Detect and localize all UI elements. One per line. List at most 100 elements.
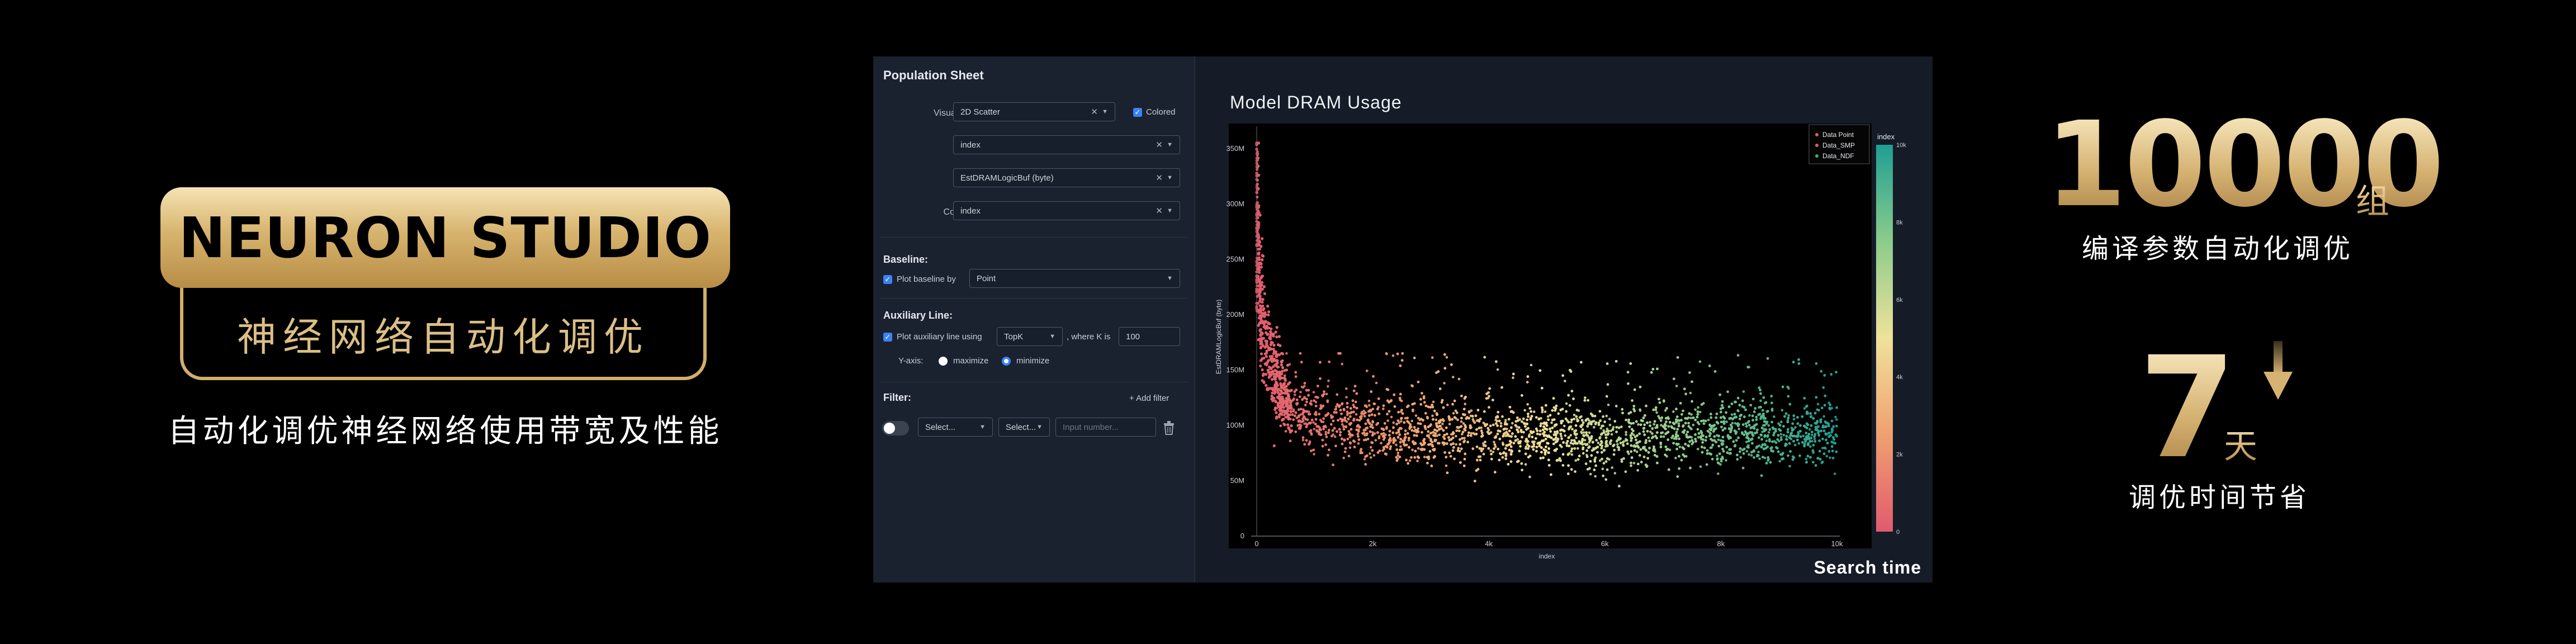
- data-point: [1396, 451, 1400, 454]
- data-point: [1657, 415, 1660, 418]
- data-point: [1276, 359, 1279, 362]
- data-point: [1677, 419, 1680, 422]
- chevron-down-icon[interactable]: ▼: [979, 424, 986, 430]
- minimize-radio[interactable]: [1002, 357, 1011, 366]
- clear-icon[interactable]: ✕: [1156, 173, 1163, 183]
- k-value-input[interactable]: 100: [1119, 327, 1180, 346]
- data-point: [1502, 452, 1505, 454]
- data-point: [1682, 409, 1684, 413]
- data-point: [1627, 382, 1630, 385]
- data-point: [1594, 475, 1597, 478]
- data-point: [1274, 350, 1277, 354]
- data-point: [1745, 441, 1748, 443]
- data-point: [1564, 417, 1568, 420]
- data-point: [1522, 430, 1525, 434]
- data-point: [1799, 435, 1802, 438]
- data-point: [1261, 298, 1265, 301]
- data-point: [1804, 440, 1807, 443]
- data-point: [1821, 447, 1824, 449]
- add-filter-button[interactable]: + Add filter: [1129, 394, 1169, 403]
- data-point: [1474, 480, 1476, 482]
- baseline-checkbox[interactable]: ✓: [883, 275, 892, 284]
- data-point: [1285, 403, 1287, 406]
- data-point: [1516, 438, 1519, 441]
- data-point: [1478, 447, 1481, 450]
- chevron-down-icon[interactable]: ▼: [1036, 424, 1043, 430]
- y-axis-select[interactable]: EstDRAMLogicBuf (byte) ✕ ▼: [953, 168, 1180, 187]
- data-point: [1417, 416, 1420, 420]
- data-point: [1784, 412, 1788, 415]
- data-point: [1672, 442, 1675, 445]
- data-point: [1401, 352, 1404, 355]
- data-point: [1445, 456, 1448, 458]
- data-point: [1646, 430, 1649, 433]
- chevron-down-icon[interactable]: ▼: [1167, 275, 1173, 282]
- data-point: [1597, 442, 1600, 444]
- data-point: [1340, 413, 1343, 415]
- data-point: [1717, 472, 1720, 475]
- data-point: [1277, 335, 1281, 338]
- data-point: [1831, 457, 1835, 460]
- data-point: [1797, 362, 1801, 365]
- data-point: [1647, 451, 1650, 454]
- filter-operator-placeholder: Select...: [1006, 422, 1036, 432]
- data-point: [1257, 251, 1261, 254]
- filter-toggle[interactable]: [882, 421, 909, 435]
- trash-icon[interactable]: [1162, 420, 1176, 435]
- data-point: [1736, 354, 1740, 357]
- data-point: [1780, 420, 1783, 423]
- data-point: [1272, 352, 1276, 355]
- x-axis-select[interactable]: index ✕ ▼: [953, 135, 1180, 154]
- data-point: [1605, 430, 1608, 433]
- data-point: [1420, 392, 1423, 395]
- clear-icon[interactable]: ✕: [1156, 206, 1163, 216]
- data-point: [1496, 424, 1499, 427]
- data-point: [1501, 415, 1504, 418]
- data-point: [1611, 466, 1614, 469]
- data-point: [1261, 344, 1265, 348]
- data-point: [1484, 423, 1486, 426]
- data-point: [1270, 347, 1273, 351]
- data-point: [1432, 400, 1435, 404]
- data-point: [1721, 406, 1725, 409]
- data-point: [1788, 465, 1791, 468]
- data-point: [1483, 410, 1486, 413]
- data-point: [1267, 370, 1271, 373]
- data-point: [1578, 440, 1581, 443]
- filter-field-select[interactable]: Select... ▼: [918, 418, 993, 437]
- chevron-down-icon[interactable]: ▼: [1167, 174, 1173, 181]
- filter-operator-select[interactable]: Select... ▼: [998, 418, 1050, 437]
- chevron-down-icon[interactable]: ▼: [1167, 141, 1173, 148]
- clear-icon[interactable]: ✕: [1091, 107, 1098, 117]
- clear-icon[interactable]: ✕: [1156, 140, 1163, 150]
- data-point: [1527, 415, 1530, 418]
- maximize-radio[interactable]: [939, 357, 948, 366]
- data-point: [1275, 415, 1278, 419]
- filter-number-input[interactable]: Input number...: [1055, 418, 1156, 437]
- auxiliary-checkbox[interactable]: ✓: [883, 333, 892, 342]
- data-point: [1558, 457, 1561, 460]
- data-point: [1689, 391, 1692, 395]
- data-point: [1325, 392, 1328, 396]
- color-axis-select[interactable]: index ✕ ▼: [953, 201, 1180, 220]
- chevron-down-icon[interactable]: ▼: [1102, 108, 1108, 115]
- data-point: [1443, 382, 1446, 385]
- population-sheet-panel: Population Sheet Visualization: 2D Scatt…: [873, 56, 1195, 583]
- colored-checkbox[interactable]: ✓: [1133, 108, 1142, 117]
- data-point: [1357, 442, 1360, 445]
- data-point: [1630, 439, 1633, 442]
- data-point: [1602, 462, 1606, 465]
- data-point: [1426, 434, 1429, 437]
- visualization-select[interactable]: 2D Scatter ✕ ▼: [953, 102, 1115, 121]
- data-point: [1322, 417, 1325, 420]
- data-point: [1336, 393, 1339, 396]
- auxiliary-mode-select[interactable]: TopK ▼: [997, 327, 1063, 346]
- data-point: [1460, 420, 1463, 423]
- data-point: [1539, 424, 1542, 428]
- chevron-down-icon[interactable]: ▼: [1167, 207, 1173, 214]
- data-point: [1334, 405, 1338, 408]
- data-point: [1760, 446, 1763, 448]
- baseline-select[interactable]: Point ▼: [969, 269, 1180, 288]
- chevron-down-icon[interactable]: ▼: [1049, 333, 1055, 340]
- data-point: [1767, 456, 1770, 459]
